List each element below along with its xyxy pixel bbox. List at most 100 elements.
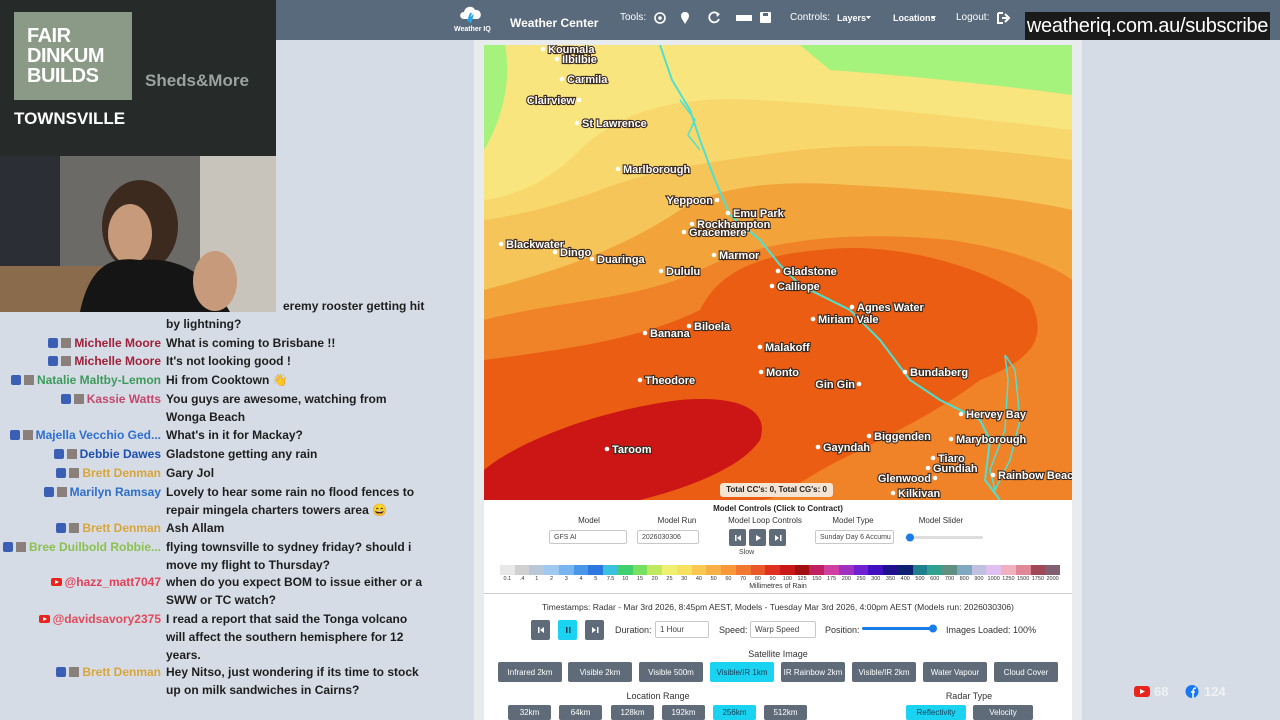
chat-message: Lovely to hear some rain no flood fences… bbox=[166, 485, 415, 499]
range-button[interactable]: 192km bbox=[662, 705, 705, 720]
range-button[interactable]: 32km bbox=[508, 705, 551, 720]
legend-label: 500 bbox=[915, 576, 925, 582]
place-dot bbox=[615, 166, 621, 172]
satellite-button[interactable]: Cloud Cover bbox=[994, 662, 1058, 682]
place-label: Carmila bbox=[567, 74, 608, 86]
model-select[interactable]: GFS AI bbox=[549, 530, 627, 544]
range-title: Location Range bbox=[626, 691, 690, 701]
playback-button[interactable] bbox=[749, 529, 766, 546]
glyph-path bbox=[591, 627, 598, 633]
speed-label: Speed: bbox=[719, 625, 748, 635]
chat-message: flying townsville to sydney friday? shou… bbox=[166, 540, 412, 554]
place-dot bbox=[711, 252, 717, 258]
place-label: Malakoff bbox=[765, 342, 810, 354]
chat-message: repair mingela charters towers area 😄 bbox=[166, 503, 388, 517]
legend-label: 1500 bbox=[1017, 576, 1030, 582]
range-button[interactable]: 256km bbox=[713, 705, 756, 720]
tool-icons[interactable] bbox=[652, 10, 772, 26]
legend-label: 1000 bbox=[987, 576, 1000, 582]
position-slider[interactable] bbox=[862, 624, 938, 634]
satellite-title: Satellite Image bbox=[748, 649, 808, 659]
legend-label: 600 bbox=[930, 576, 940, 582]
satellite-button[interactable]: Visible/IR 2km bbox=[852, 662, 916, 682]
legend-label: 3 bbox=[564, 576, 568, 582]
control-label: Model Slider bbox=[918, 516, 964, 525]
controls-label: Controls: bbox=[790, 12, 831, 23]
type-select[interactable]: Sunday Day 6 Accumu bbox=[815, 530, 894, 544]
legend-swatch bbox=[927, 565, 943, 575]
facebook-icon bbox=[48, 338, 59, 348]
facebook-icon bbox=[2, 542, 13, 552]
legend-swatch bbox=[706, 565, 722, 575]
author-name: Marilyn Ramsay bbox=[69, 485, 161, 499]
author-name: Majella Vecchio Ged... bbox=[35, 428, 161, 442]
legend-swatch bbox=[588, 565, 604, 575]
glyph-path bbox=[565, 627, 570, 633]
legend-label: 90 bbox=[769, 576, 776, 582]
legend-swatch bbox=[838, 565, 854, 575]
satellite-button[interactable]: Visible/IR 1km bbox=[710, 662, 774, 682]
facebook-icon bbox=[53, 449, 64, 459]
satellite-button[interactable]: IR Rainbow 2km bbox=[781, 662, 845, 682]
playback-button[interactable] bbox=[729, 529, 746, 546]
duration-select[interactable]: 1 Hour bbox=[655, 621, 709, 638]
range-button[interactable]: 64km bbox=[559, 705, 602, 720]
chat-author: Brett Denman bbox=[0, 519, 161, 537]
youtube-icon bbox=[50, 578, 62, 586]
timestamps: Timestamps: Radar - Mar 3rd 2026, 8:45pm… bbox=[542, 602, 1014, 612]
speed-select[interactable]: Slow bbox=[735, 547, 777, 558]
place-dot bbox=[689, 221, 695, 227]
run-select[interactable]: 2026030306 bbox=[637, 530, 699, 544]
legend-label: 60 bbox=[725, 576, 732, 582]
legend-label: 150 bbox=[812, 576, 822, 582]
chat-message: You guys are awesome, watching from bbox=[166, 392, 387, 406]
satellite-button[interactable]: Infrared 2km bbox=[498, 662, 562, 682]
place-dot bbox=[769, 283, 775, 289]
avatar bbox=[61, 356, 72, 366]
legend-swatch bbox=[824, 565, 840, 575]
control-label: Model Type bbox=[832, 516, 874, 525]
satellite-button[interactable]: Visible 2km bbox=[568, 662, 632, 682]
warp-select[interactable]: Warp Speed bbox=[750, 621, 816, 638]
chat-message: when do you expect BOM to issue either o… bbox=[166, 575, 423, 589]
locations-menu[interactable]: Locations bbox=[893, 13, 936, 23]
range-button[interactable]: 512km bbox=[764, 705, 807, 720]
satellite-button[interactable]: Water Vapour bbox=[923, 662, 987, 682]
legend-swatch bbox=[632, 565, 648, 575]
strike-counter: Total CC's: 0, Total CG's: 0 bbox=[720, 483, 833, 497]
app-title: Weather Center bbox=[510, 16, 599, 30]
logo-text[interactable]: Weather IQ bbox=[454, 26, 491, 33]
logout-icon[interactable] bbox=[997, 11, 1011, 25]
playback-button[interactable] bbox=[585, 620, 604, 640]
place-label: Hervey Bay bbox=[966, 409, 1027, 421]
place-dot bbox=[604, 446, 610, 452]
place-label: Rockhampton bbox=[697, 219, 771, 231]
model-slider[interactable] bbox=[905, 532, 983, 542]
satellite-button[interactable]: Visible 500m bbox=[639, 662, 703, 682]
place-label: Ilbilbie bbox=[562, 54, 597, 66]
range-button[interactable]: 128km bbox=[611, 705, 654, 720]
legend-swatch bbox=[514, 565, 530, 575]
place-label: Blackwater bbox=[506, 239, 565, 251]
place-label: Gin Gin bbox=[815, 379, 855, 391]
author-name: Brett Denman bbox=[82, 466, 161, 480]
author-name: Brett Denman bbox=[82, 665, 161, 679]
playback-button[interactable] bbox=[558, 620, 577, 640]
legend-label: 125 bbox=[797, 576, 807, 582]
layers-menu[interactable]: Layers bbox=[837, 13, 867, 23]
legend-label: 30 bbox=[681, 576, 688, 582]
legend-label: 5 bbox=[594, 576, 598, 582]
radar-button[interactable]: Reflectivity bbox=[906, 705, 966, 720]
avatar bbox=[73, 394, 84, 404]
playback-button[interactable] bbox=[531, 620, 550, 640]
chat-message: What's in it for Mackay? bbox=[166, 428, 303, 442]
model-controls-title[interactable]: Model Controls (Click to Contract) bbox=[713, 504, 843, 513]
place-label: Miriam Vale bbox=[818, 314, 879, 326]
place-label: Marlborough bbox=[623, 164, 690, 176]
radar-button[interactable]: Velocity bbox=[973, 705, 1033, 720]
chat-message: Hi from Cooktown 👋 bbox=[166, 373, 288, 387]
playback-button[interactable] bbox=[769, 529, 786, 546]
place-label: Koumala bbox=[548, 45, 595, 56]
place-dot bbox=[890, 490, 896, 496]
